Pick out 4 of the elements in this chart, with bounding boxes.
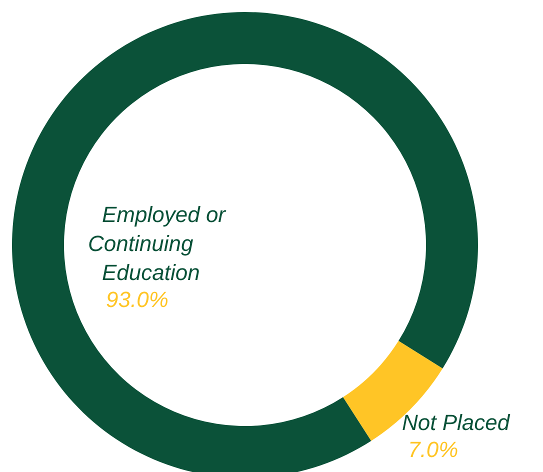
data-label: 93.0% <box>106 287 168 312</box>
data-label: 7.0% <box>408 437 458 462</box>
slice-label: Employed or Continuing Education <box>88 202 228 285</box>
slice-label: Not Placed <box>402 410 510 435</box>
